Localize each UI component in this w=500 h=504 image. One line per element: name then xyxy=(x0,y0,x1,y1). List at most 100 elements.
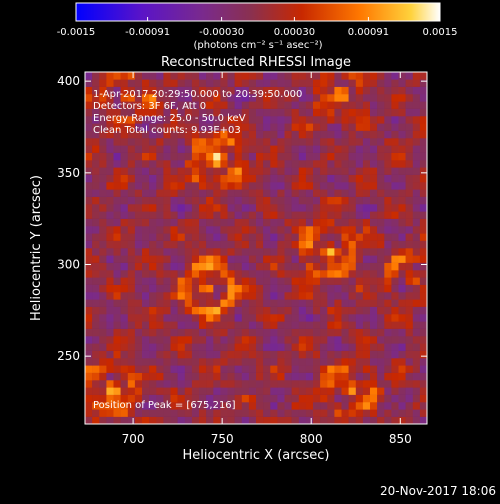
heatmap-cell xyxy=(406,153,413,161)
heatmap-cell xyxy=(256,101,263,109)
heatmap-cell xyxy=(342,153,349,161)
heatmap-cell xyxy=(242,395,249,403)
heatmap-cell xyxy=(142,226,149,234)
heatmap-cell xyxy=(263,270,270,278)
heatmap-cell xyxy=(292,409,299,417)
heatmap-cell xyxy=(206,182,213,190)
heatmap-cell xyxy=(327,219,334,227)
heatmap-cell xyxy=(320,197,327,205)
heatmap-cell xyxy=(399,109,406,117)
heatmap-cell xyxy=(356,417,363,425)
heatmap-cell xyxy=(128,380,135,388)
heatmap-cell xyxy=(292,395,299,403)
heatmap-cell xyxy=(206,336,213,344)
heatmap-cell xyxy=(342,116,349,124)
heatmap-cell xyxy=(128,373,135,381)
heatmap-cell xyxy=(149,153,156,161)
heatmap-cell xyxy=(342,277,349,285)
heatmap-cell xyxy=(156,182,163,190)
heatmap-cell xyxy=(391,123,398,131)
heatmap-cell xyxy=(299,292,306,300)
heatmap-cell xyxy=(220,72,227,80)
heatmap-cell xyxy=(356,329,363,337)
heatmap-cell xyxy=(327,402,334,410)
heatmap-cell xyxy=(327,175,334,183)
heatmap-cell xyxy=(277,380,284,388)
heatmap-cell xyxy=(256,409,263,417)
heatmap-cell xyxy=(99,373,106,381)
heatmap-cell xyxy=(334,387,341,395)
heatmap-cell xyxy=(270,153,277,161)
heatmap-cell xyxy=(128,197,135,205)
heatmap-cell xyxy=(228,263,235,271)
heatmap-cell xyxy=(306,189,313,197)
heatmap-cell xyxy=(285,314,292,322)
heatmap-cell xyxy=(135,167,142,175)
heatmap-cell xyxy=(384,189,391,197)
heatmap-cell xyxy=(299,233,306,241)
heatmap-cell xyxy=(235,167,242,175)
heatmap-cell xyxy=(270,145,277,153)
heatmap-cell xyxy=(313,343,320,351)
heatmap-cell xyxy=(356,299,363,307)
heatmap-cell xyxy=(334,358,341,366)
heatmap-cell xyxy=(178,285,185,293)
heatmap-cell xyxy=(199,314,206,322)
heatmap-cell xyxy=(185,321,192,329)
heatmap-cell xyxy=(327,409,334,417)
heatmap-cell xyxy=(142,197,149,205)
heatmap-cell xyxy=(377,131,384,139)
heatmap-cell xyxy=(299,131,306,139)
heatmap-cell xyxy=(363,343,370,351)
heatmap-cell xyxy=(270,233,277,241)
heatmap-cell xyxy=(384,314,391,322)
heatmap-cell xyxy=(313,123,320,131)
heatmap-cell xyxy=(114,160,121,168)
heatmap-cell xyxy=(185,219,192,227)
heatmap-cell xyxy=(213,72,220,80)
heatmap-cell xyxy=(277,153,284,161)
heatmap-cell xyxy=(92,365,99,373)
heatmap-cell xyxy=(213,358,220,366)
heatmap-cell xyxy=(99,72,106,80)
heatmap-cell xyxy=(128,204,135,212)
heatmap-cell xyxy=(185,189,192,197)
heatmap-cell xyxy=(106,307,113,315)
heatmap-cell xyxy=(163,292,170,300)
heatmap-cell xyxy=(342,321,349,329)
heatmap-cell xyxy=(406,160,413,168)
heatmap-cell xyxy=(199,351,206,359)
heatmap-cell xyxy=(185,197,192,205)
heatmap-cell xyxy=(313,285,320,293)
heatmap-cell xyxy=(356,116,363,124)
heatmap-cell xyxy=(99,321,106,329)
heatmap-cell xyxy=(285,72,292,80)
heatmap-cell xyxy=(242,204,249,212)
heatmap-cell xyxy=(192,417,199,425)
heatmap-cell xyxy=(342,380,349,388)
heatmap-cell xyxy=(292,292,299,300)
heatmap-cell xyxy=(420,79,427,87)
heatmap-cell xyxy=(391,351,398,359)
heatmap-cell xyxy=(292,387,299,395)
heatmap-cell xyxy=(413,255,420,263)
heatmap-cell xyxy=(285,182,292,190)
heatmap-cell xyxy=(399,226,406,234)
heatmap-cell xyxy=(356,233,363,241)
heatmap-cell xyxy=(420,204,427,212)
heatmap-cell xyxy=(420,402,427,410)
heatmap-cell xyxy=(285,285,292,293)
heatmap-cell xyxy=(228,270,235,278)
heatmap-cell xyxy=(156,72,163,80)
heatmap-cell xyxy=(135,321,142,329)
heatmap-cell xyxy=(363,373,370,381)
heatmap-cell xyxy=(106,219,113,227)
heatmap-cell xyxy=(142,241,149,249)
heatmap-cell xyxy=(377,226,384,234)
heatmap-cell xyxy=(406,336,413,344)
heatmap-cell xyxy=(327,417,334,425)
heatmap-cell xyxy=(406,329,413,337)
heatmap-cell xyxy=(313,138,320,146)
heatmap-cell xyxy=(121,351,128,359)
heatmap-cell xyxy=(320,365,327,373)
